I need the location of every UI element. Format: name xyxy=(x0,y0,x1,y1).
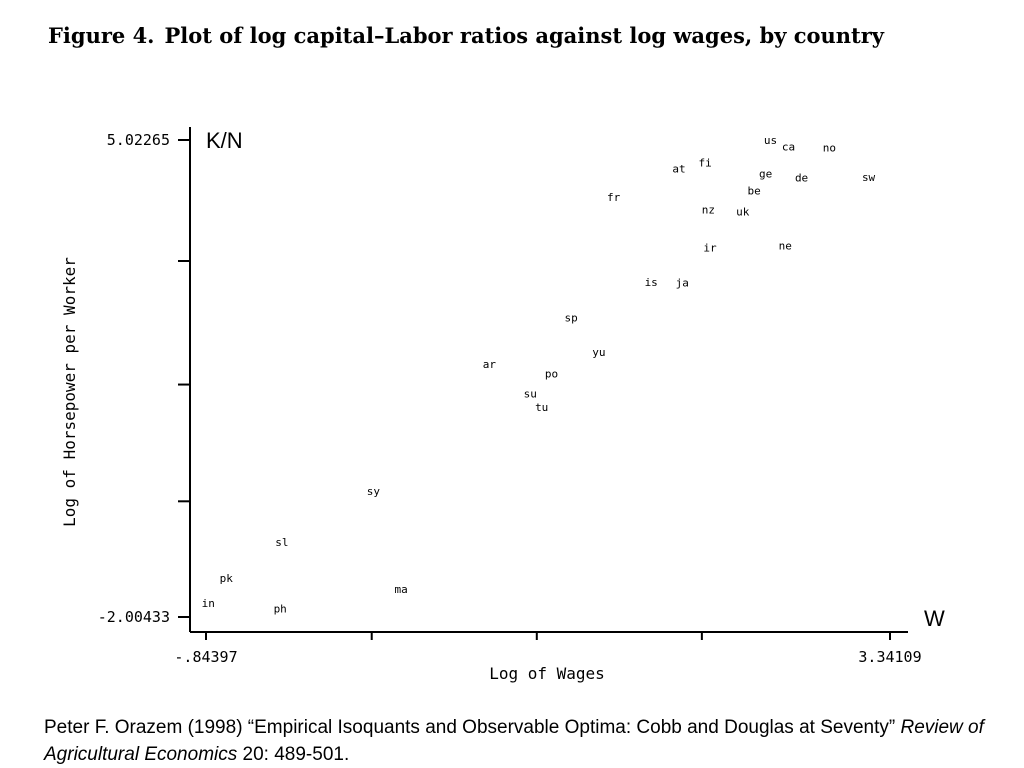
y-end-label: K/N xyxy=(206,128,243,153)
figure-label: Figure 4. xyxy=(48,23,155,48)
data-point-ir: ir xyxy=(703,241,717,254)
data-point-ge: ge xyxy=(759,167,772,180)
data-point-tu: tu xyxy=(535,401,548,414)
data-point-sy: sy xyxy=(367,485,381,498)
x-tick-label: 3.34109 xyxy=(858,648,921,666)
x-end-label: W xyxy=(924,606,945,631)
data-point-fr: fr xyxy=(607,191,621,204)
citation: Peter F. Orazem (1998) “Empirical Isoqua… xyxy=(44,714,994,768)
data-point-is: is xyxy=(645,276,658,289)
data-point-po: po xyxy=(545,368,558,381)
data-point-in: in xyxy=(202,597,215,610)
data-point-yu: yu xyxy=(592,346,605,359)
citation-suffix: 20: 489-501. xyxy=(237,744,350,765)
data-point-us: us xyxy=(764,134,777,147)
x-ticks: -.84397 3.34109 xyxy=(174,632,922,666)
data-point-sl: sl xyxy=(275,536,288,549)
data-point-at: at xyxy=(672,163,685,176)
data-point-uk: uk xyxy=(736,205,750,218)
data-point-ma: ma xyxy=(395,583,408,596)
data-point-ar: ar xyxy=(483,358,497,371)
data-point-be: be xyxy=(748,184,761,197)
data-point-no: no xyxy=(823,142,836,155)
data-point-ph: ph xyxy=(274,603,287,616)
figure-title-text: Plot of log capital–Labor ratios against… xyxy=(164,23,885,48)
data-point-fi: fi xyxy=(699,157,712,170)
y-tick-label: -2.00433 xyxy=(98,608,170,626)
x-axis-title: Log of Wages xyxy=(489,664,605,683)
data-point-ja: ja xyxy=(676,277,689,290)
citation-text: Peter F. Orazem (1998) “Empirical Isoqua… xyxy=(44,717,901,738)
y-ticks: -2.00433 5.02265 xyxy=(98,131,190,626)
figure-title: Figure 4. Plot of log capital–Labor ratio… xyxy=(48,20,948,51)
data-point-ca: ca xyxy=(782,140,795,153)
data-point-pk: pk xyxy=(220,572,234,585)
data-point-su: su xyxy=(524,387,537,400)
data-point-sw: sw xyxy=(862,171,876,184)
y-tick-label: 5.02265 xyxy=(107,131,170,149)
data-point-nz: nz xyxy=(702,203,715,216)
data-point-de: de xyxy=(795,172,808,185)
data-point-ne: ne xyxy=(779,239,792,252)
scatter-chart: -.84397 3.34109 -2.00433 5.02265 us ca no fi a… xyxy=(60,127,945,683)
y-axis-title: Log of Horsepower per Worker xyxy=(60,257,79,527)
data-point-sp: sp xyxy=(564,311,577,324)
citation-journal: Review of Agricultural Economics xyxy=(44,717,984,765)
data-points: us ca no fi at ge de sw be fr nz uk ir ne is ja sp yu ar po… xyxy=(202,134,876,615)
x-tick-label: -.84397 xyxy=(174,648,237,666)
